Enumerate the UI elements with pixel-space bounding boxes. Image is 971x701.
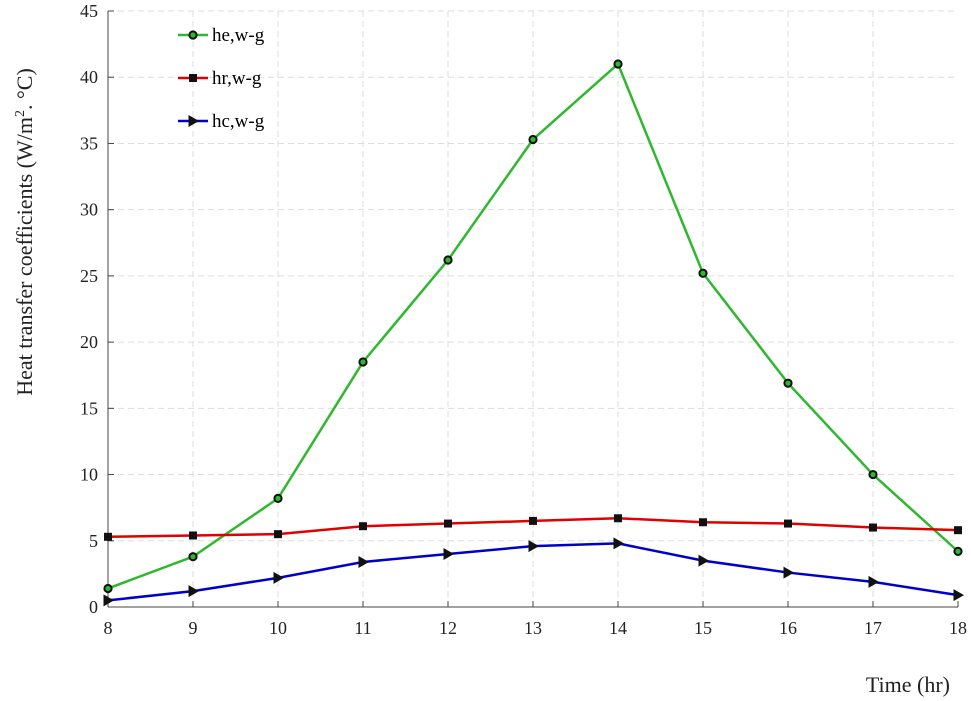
- x-tick-label: 11: [354, 618, 371, 638]
- y-axis-label-main: Heat transfer coefficients (W/m: [12, 117, 37, 396]
- legend-marker: [189, 74, 197, 82]
- legend-marker: [188, 115, 199, 127]
- y-axis-label-tail: . °C): [12, 68, 37, 110]
- data-point: [273, 571, 284, 584]
- data-point: [188, 585, 199, 598]
- data-point: [868, 575, 879, 588]
- data-point: [443, 548, 454, 561]
- y-tick-label: 10: [80, 465, 98, 485]
- tick-labels: 8 9 10 11 12 13 14 15 16 17 18 0 5 10 15 20 25 30 35 40 45: [80, 1, 967, 638]
- x-tick-label: 14: [609, 618, 627, 638]
- data-point: [528, 134, 538, 145]
- x-tick-label: 18: [949, 618, 967, 638]
- data-point: [104, 532, 112, 541]
- y-tick-label: 40: [80, 67, 98, 87]
- data-point: [699, 518, 707, 527]
- data-point: [613, 537, 624, 550]
- legend-label: hc,w-g: [212, 111, 265, 132]
- data-point: [444, 519, 452, 528]
- x-tick-label: 17: [864, 618, 882, 638]
- legend-item: hc,w-g: [178, 111, 265, 132]
- y-tick-label: 35: [80, 133, 98, 153]
- legend-item: hr,w-g: [178, 68, 262, 89]
- x-tick-label: 9: [189, 618, 198, 638]
- x-tick-label: 13: [524, 618, 542, 638]
- y-tick-label: 0: [89, 597, 98, 617]
- data-point: [784, 519, 792, 528]
- y-axis-label: Heat transfer coefficients (W/m2. °C): [12, 68, 37, 396]
- data-point: [614, 514, 622, 523]
- y-tick-label: 30: [80, 200, 98, 220]
- data-point: [953, 546, 963, 556]
- y-tick-label: 45: [80, 1, 98, 21]
- data-point: [273, 493, 283, 503]
- data-point: [868, 469, 878, 480]
- data-point: [783, 566, 794, 579]
- x-tick-label: 15: [694, 618, 712, 638]
- series-3: [103, 537, 964, 607]
- legend-label: hr,w-g: [212, 68, 262, 89]
- data-point: [103, 583, 113, 594]
- x-tick-label: 16: [779, 618, 797, 638]
- data-point: [613, 59, 623, 69]
- x-tick-label: 10: [269, 618, 287, 638]
- y-tick-label: 15: [80, 398, 98, 418]
- series-group: [103, 59, 964, 607]
- data-point: [698, 268, 708, 278]
- data-point: [698, 554, 709, 567]
- data-point: [358, 357, 368, 367]
- series-1: [103, 59, 963, 594]
- data-point: [359, 522, 367, 531]
- data-point: [528, 540, 539, 553]
- y-tick-label: 5: [89, 531, 98, 551]
- axes: [107, 10, 959, 608]
- data-point: [953, 589, 964, 602]
- series-2: [104, 514, 962, 541]
- data-point: [954, 526, 962, 535]
- data-point: [188, 552, 198, 562]
- data-point: [529, 516, 537, 525]
- data-point: [358, 555, 369, 568]
- data-point: [189, 531, 197, 540]
- legend-label: he,w-g: [212, 25, 265, 46]
- y-tick-label: 25: [80, 266, 98, 286]
- legend: he,w-g hr,w-g hc,w-g: [178, 25, 265, 132]
- data-point: [274, 530, 282, 539]
- data-point: [869, 523, 877, 532]
- y-tick-label: 20: [80, 332, 98, 352]
- x-tick-label: 8: [104, 618, 113, 638]
- data-point: [783, 378, 793, 388]
- legend-item: he,w-g: [178, 25, 265, 46]
- data-point: [443, 255, 453, 265]
- x-tick-label: 12: [439, 618, 457, 638]
- legend-marker: [188, 30, 198, 40]
- y-axis-label-superscript: 2: [13, 110, 28, 117]
- x-axis-label: Time (hr): [866, 672, 950, 697]
- data-point: [103, 594, 114, 607]
